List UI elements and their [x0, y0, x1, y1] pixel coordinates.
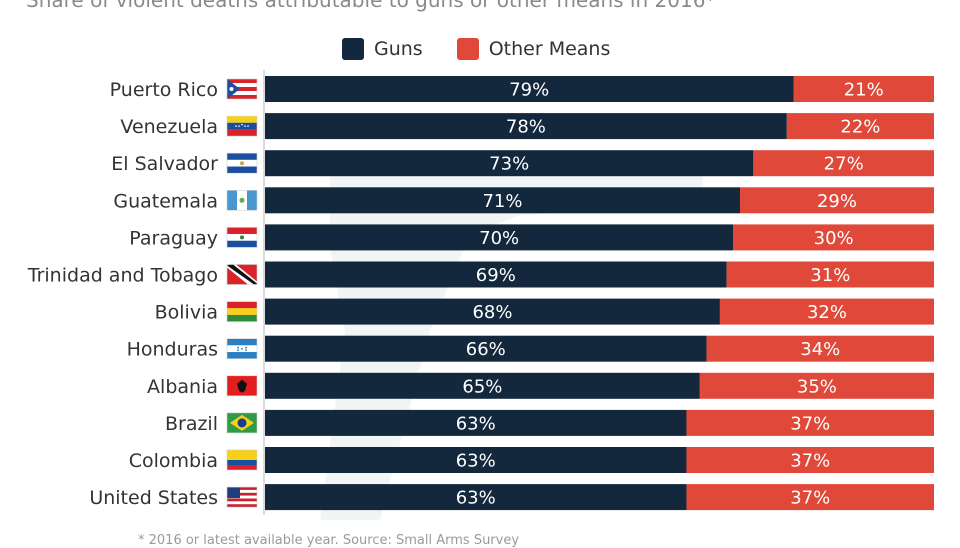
bar-other-means-honduras: [706, 335, 934, 362]
category-label-paraguay: Paraguay: [129, 227, 218, 249]
category-label-el-salvador: El Salvador: [111, 153, 218, 175]
data-label-other-means-honduras: 34%: [800, 339, 840, 360]
data-label-guns-puerto-rico: 79%: [509, 80, 549, 101]
bar-guns-paraguay: [265, 224, 734, 251]
guatemala-flag-icon: [226, 190, 258, 211]
bar-other-means-venezuela: [786, 113, 934, 140]
legend-item-other-means: Other Means: [456, 38, 611, 60]
bar-guns-brazil: [265, 409, 687, 436]
category-label-albania: Albania: [147, 376, 218, 398]
el-salvador-flag-icon: [226, 152, 258, 174]
data-label-guns-trinidad-and-tobago: 69%: [476, 265, 516, 286]
data-label-other-means-guatemala: 29%: [817, 191, 857, 212]
category-label-trinidad-and-tobago: Trinidad and Tobago: [27, 265, 218, 287]
data-label-other-means-albania: 35%: [797, 376, 837, 397]
bar-other-means-el-salvador: [753, 150, 934, 177]
bar-guns-albania: [265, 372, 700, 399]
bar-other-means-trinidad-and-tobago: [726, 261, 934, 288]
data-label-guns-colombia: 63%: [456, 451, 496, 472]
data-label-guns-honduras: 66%: [466, 339, 506, 360]
data-label-other-means-paraguay: 30%: [814, 228, 854, 249]
data-label-guns-albania: 65%: [462, 376, 502, 397]
data-label-other-means-venezuela: 22%: [840, 117, 880, 138]
bolivia-flag-icon: [226, 301, 258, 322]
bar-other-means-albania: [699, 372, 934, 399]
puerto-rico-flag-icon: [226, 78, 258, 100]
legend-label-guns: Guns: [374, 38, 423, 60]
bar-other-means-guatemala: [739, 187, 934, 214]
data-label-guns-united-states: 63%: [456, 488, 496, 509]
data-label-other-means-brazil: 37%: [790, 413, 830, 434]
category-label-puerto-rico: Puerto Rico: [110, 79, 218, 101]
data-label-other-means-colombia: 37%: [790, 451, 830, 472]
bar-guns-trinidad-and-tobago: [265, 261, 727, 288]
data-label-other-means-el-salvador: 27%: [824, 154, 864, 175]
data-label-guns-brazil: 63%: [456, 413, 496, 434]
bar-guns-bolivia: [265, 298, 720, 325]
category-label-brazil: Brazil: [165, 413, 218, 435]
data-label-other-means-bolivia: 32%: [807, 302, 847, 323]
bar-guns-puerto-rico: [265, 76, 794, 102]
data-label-other-means-trinidad-and-tobago: 31%: [810, 265, 850, 286]
bar-guns-colombia: [265, 447, 687, 473]
paraguay-flag-icon: [226, 227, 258, 248]
bar-other-means-united-states: [686, 484, 934, 511]
legend-swatch-other-means: [456, 38, 479, 60]
category-label-venezuela: Venezuela: [120, 116, 218, 138]
bar-guns-united-states: [265, 484, 687, 511]
legend-label-other-means: Other Means: [488, 38, 611, 60]
brazil-flag-icon: [226, 412, 258, 434]
category-label-guatemala: Guatemala: [113, 190, 218, 212]
legend-swatch-guns: [342, 38, 364, 60]
bar-other-means-brazil: [686, 409, 934, 436]
footnote: * 2016 or latest available year. Source:…: [138, 533, 520, 548]
data-label-guns-bolivia: 68%: [472, 302, 512, 323]
category-label-honduras: Honduras: [127, 339, 218, 361]
data-label-guns-paraguay: 70%: [479, 228, 519, 249]
bar-guns-venezuela: [265, 113, 787, 140]
albania-flag-icon: [226, 375, 258, 397]
bar-other-means-colombia: [686, 447, 934, 473]
data-label-guns-guatemala: 71%: [482, 191, 522, 212]
legend: Guns Other Means: [342, 38, 644, 60]
data-label-guns-el-salvador: 73%: [489, 154, 529, 175]
category-label-bolivia: Bolivia: [155, 302, 218, 324]
legend-item-guns: Guns: [342, 38, 423, 60]
data-label-guns-venezuela: 78%: [506, 117, 546, 138]
category-label-united-states: United States: [89, 487, 218, 509]
honduras-flag-icon: [226, 338, 258, 360]
bar-other-means-bolivia: [719, 298, 934, 325]
trinidad-and-tobago-flag-icon: [226, 264, 258, 285]
data-label-other-means-puerto-rico: 21%: [844, 80, 884, 101]
bar-guns-honduras: [265, 335, 707, 362]
bar-guns-el-salvador: [265, 150, 754, 177]
bar-guns-guatemala: [265, 187, 740, 214]
data-label-other-means-united-states: 37%: [790, 488, 830, 509]
bar-other-means-paraguay: [733, 224, 934, 251]
colombia-flag-icon: [226, 449, 258, 471]
bar-other-means-puerto-rico: [793, 76, 934, 102]
venezuela-flag-icon: [226, 115, 258, 137]
category-label-colombia: Colombia: [129, 450, 218, 472]
chart-subtitle: Share of violent deaths attributable to …: [26, 0, 716, 12]
united-states-flag-icon: [226, 486, 258, 508]
